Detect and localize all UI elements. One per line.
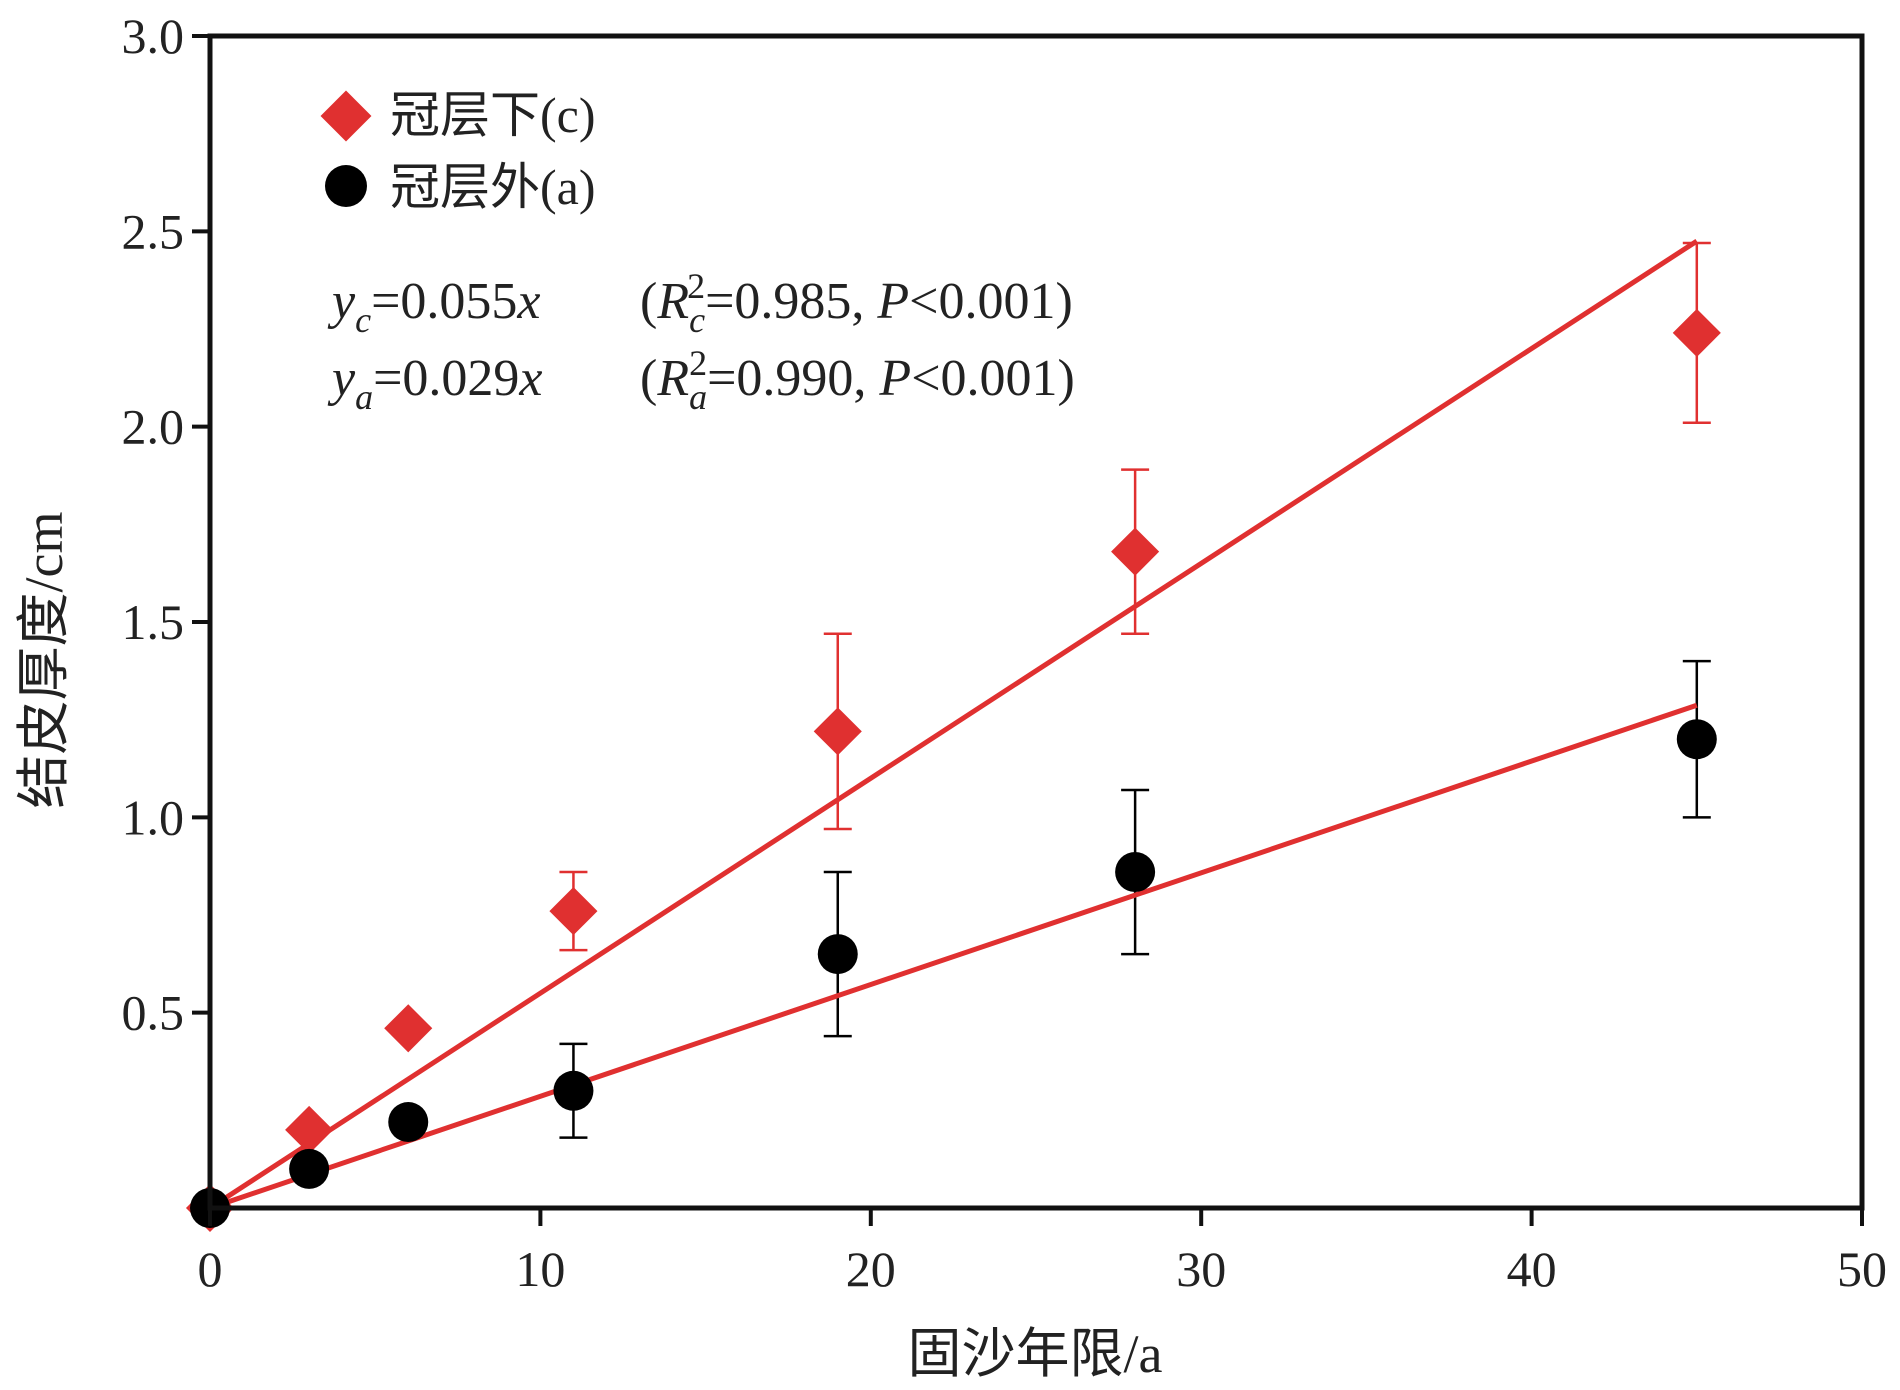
- axes: 0 10 20 30 40 50 0.5 1.0 1.5 2.0 2.5 3.0: [122, 8, 1888, 1297]
- x-tick-label: 0: [198, 1241, 223, 1297]
- eq1-rhs: =0.055: [371, 273, 517, 330]
- eq1-var: x: [516, 273, 540, 330]
- equation-canopy-outside: ya=0.029x (Ra2=0.990, P<0.001): [327, 343, 1075, 417]
- eq1-pval: <0.001): [909, 273, 1073, 330]
- eq2-pval: <0.001): [911, 350, 1075, 407]
- data-markers: [185, 308, 1721, 1233]
- eq1-P: P: [876, 273, 909, 330]
- eq2-rhs: =0.029: [373, 350, 519, 407]
- x-tick-label: 50: [1837, 1241, 1887, 1297]
- eq1-R-sup: 2: [687, 266, 705, 306]
- eq1-rval: =0.985,: [705, 273, 877, 330]
- y-tick-label: 1.0: [122, 789, 185, 845]
- data-point-canopy-under: [1672, 308, 1721, 357]
- data-point-canopy-outside: [817, 934, 858, 975]
- data-point-canopy-outside: [1115, 852, 1156, 893]
- eq2-R-sup: 2: [689, 343, 707, 383]
- eq2-R: R: [656, 350, 689, 407]
- y-tick-label: 2.5: [122, 203, 185, 259]
- eq1-y-sub: c: [355, 300, 371, 340]
- legend-marker-canopy-outside: [325, 165, 367, 207]
- eq2-P: P: [878, 350, 911, 407]
- legend-label-canopy-outside: 冠层外(a): [390, 159, 596, 215]
- eq1-R-sub: c: [689, 300, 705, 340]
- x-tick-label: 20: [846, 1241, 896, 1297]
- data-point-canopy-under: [384, 1004, 433, 1053]
- data-point-canopy-under: [549, 887, 598, 936]
- eq2-y-sub: a: [355, 377, 373, 417]
- data-point-canopy-under: [1111, 527, 1160, 576]
- eq2-y: y: [327, 350, 356, 407]
- data-point-canopy-under: [285, 1105, 334, 1154]
- eq1-open: (: [640, 273, 657, 330]
- data-point-canopy-outside: [289, 1148, 330, 1189]
- eq1-y: y: [327, 273, 356, 330]
- eq2-rval: =0.990,: [707, 350, 879, 407]
- eq2-open: (: [640, 350, 657, 407]
- x-tick-label: 40: [1507, 1241, 1557, 1297]
- eq1-R: R: [656, 273, 689, 330]
- data-point-canopy-outside: [553, 1070, 594, 1111]
- data-point-canopy-outside: [388, 1102, 429, 1143]
- fit-lines: [208, 239, 1699, 1211]
- fit-line-series-0: [208, 239, 1699, 1211]
- y-tick-label: 3.0: [122, 8, 185, 64]
- legend-marker-canopy-under: [320, 90, 372, 142]
- y-axis-title: 结皮厚度/cm: [14, 512, 74, 809]
- x-tick-label: 30: [1176, 1241, 1226, 1297]
- y-tick-label: 2.0: [122, 399, 185, 455]
- eq2-var: x: [518, 350, 542, 407]
- data-point-canopy-outside: [1676, 719, 1717, 760]
- data-point-canopy-under: [813, 707, 862, 756]
- equation-canopy-under: yc=0.055x (Rc2=0.985, P<0.001): [327, 266, 1073, 340]
- eq2-R-sub: a: [689, 377, 707, 417]
- y-tick-label: 1.5: [122, 594, 185, 650]
- x-tick-label: 10: [515, 1241, 565, 1297]
- legend-label-canopy-under: 冠层下(c): [390, 87, 596, 143]
- fit-line-series-1: [209, 702, 1698, 1211]
- y-tick-label: 0.5: [122, 985, 185, 1041]
- legend: 冠层下(c) 冠层外(a): [320, 87, 596, 215]
- x-axis-title: 固沙年限/a: [908, 1324, 1163, 1384]
